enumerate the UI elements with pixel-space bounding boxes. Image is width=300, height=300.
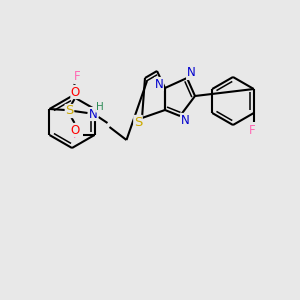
Text: O: O bbox=[71, 124, 80, 136]
Text: F: F bbox=[73, 128, 80, 142]
Text: N: N bbox=[89, 107, 98, 121]
Text: S: S bbox=[65, 104, 74, 118]
Text: O: O bbox=[71, 85, 80, 98]
Text: S: S bbox=[134, 116, 142, 128]
Text: N: N bbox=[181, 113, 189, 127]
Text: F: F bbox=[248, 124, 255, 136]
Text: N: N bbox=[154, 77, 164, 91]
Text: F: F bbox=[74, 70, 80, 83]
Text: N: N bbox=[187, 67, 195, 80]
Text: H: H bbox=[96, 102, 104, 112]
